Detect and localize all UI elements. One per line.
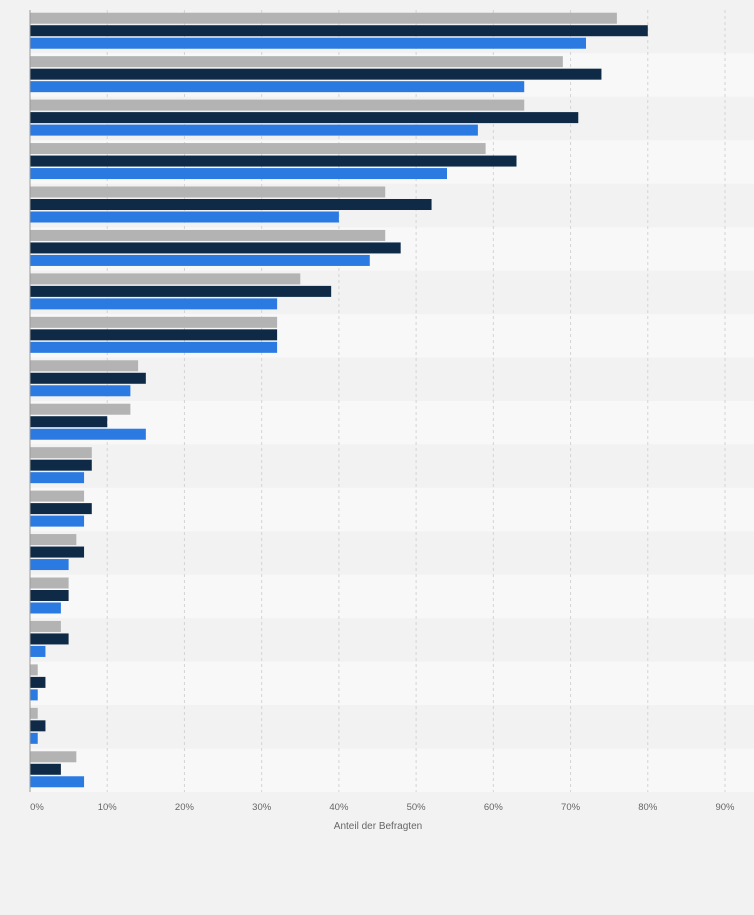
row-band — [30, 705, 754, 749]
bar-series-3 — [30, 428, 146, 440]
bar-series-3 — [30, 515, 85, 527]
bar-series-1 — [30, 186, 386, 198]
row-band — [30, 444, 754, 488]
bar-series-2 — [30, 329, 278, 341]
x-tick-label: 10% — [98, 802, 118, 813]
bar-series-1 — [30, 56, 563, 68]
x-axis-label: Anteil der Befragten — [334, 821, 422, 832]
bar-series-3 — [30, 124, 478, 136]
bar-series-2 — [30, 459, 92, 471]
x-tick-label: 20% — [175, 802, 195, 813]
bar-series-3 — [30, 689, 38, 701]
bar-series-2 — [30, 155, 517, 167]
bar-series-3 — [30, 559, 69, 571]
bar-series-1 — [30, 447, 92, 459]
bar-series-2 — [30, 720, 46, 732]
bar-series-3 — [30, 298, 278, 310]
row-band — [30, 487, 754, 532]
bar-series-3 — [30, 645, 46, 657]
bar-series-3 — [30, 732, 38, 744]
bar-series-3 — [30, 211, 339, 223]
bar-series-1 — [30, 143, 486, 155]
bar-series-2 — [30, 416, 108, 428]
bar-series-2 — [30, 285, 332, 297]
row-band — [30, 618, 754, 662]
bar-series-1 — [30, 316, 278, 328]
bar-series-3 — [30, 37, 586, 49]
bar-series-1 — [30, 534, 77, 546]
x-tick-label: 30% — [252, 802, 272, 813]
row-band — [30, 357, 754, 401]
bar-series-1 — [30, 664, 38, 676]
row-band — [30, 574, 754, 619]
bar-series-2 — [30, 199, 432, 210]
bar-series-3 — [30, 472, 85, 484]
x-tick-label: 40% — [329, 802, 349, 813]
x-tick-label: 0% — [30, 802, 44, 813]
bar-series-2 — [30, 372, 146, 384]
x-tick-label: 60% — [484, 802, 504, 813]
bar-series-1 — [30, 229, 386, 241]
bar-series-1 — [30, 707, 38, 719]
row-band — [30, 661, 754, 706]
bar-series-2 — [30, 112, 579, 124]
bar-series-2 — [30, 242, 401, 254]
bar-series-2 — [30, 590, 69, 601]
row-band — [30, 748, 754, 792]
row-band — [30, 401, 754, 445]
gridlines — [106, 10, 726, 792]
bar-series-1 — [30, 490, 85, 502]
bar-series-2 — [30, 676, 46, 688]
bar-series-1 — [30, 360, 139, 372]
bar-series-2 — [30, 503, 92, 515]
bar-series-2 — [30, 763, 61, 775]
bar-series-3 — [30, 81, 525, 93]
bar-series-2 — [30, 68, 602, 80]
bar-series-1 — [30, 273, 301, 285]
bar-series-2 — [30, 633, 69, 645]
bar-series-3 — [30, 254, 370, 266]
bar-series-3 — [30, 168, 447, 180]
x-axis-ticks: 0% 10% 20% 30% 40% 50% 60% 70% 80% 90% — [30, 802, 735, 813]
bar-series-1 — [30, 12, 617, 24]
bar-series-2 — [30, 25, 648, 37]
x-tick-label: 70% — [561, 802, 581, 813]
bar-series-2 — [30, 546, 85, 558]
bar-series-1 — [30, 99, 525, 111]
bar-series-1 — [30, 751, 77, 763]
bars — [30, 12, 648, 788]
bar-series-3 — [30, 776, 85, 788]
x-tick-label: 50% — [407, 802, 427, 813]
bar-series-3 — [30, 341, 278, 353]
x-tick-label: 90% — [715, 802, 735, 813]
bar-series-1 — [30, 403, 131, 415]
bar-series-1 — [30, 577, 69, 589]
bar-series-1 — [30, 620, 61, 632]
bar-series-3 — [30, 385, 131, 397]
x-tick-label: 80% — [638, 802, 658, 813]
row-band — [30, 531, 754, 575]
bar-series-3 — [30, 602, 61, 614]
